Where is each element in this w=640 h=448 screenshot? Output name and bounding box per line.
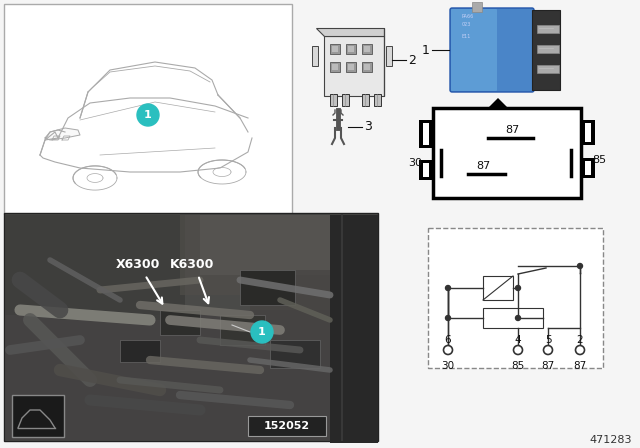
Circle shape	[515, 285, 520, 290]
Text: 1: 1	[258, 327, 266, 337]
Text: 87: 87	[476, 161, 490, 171]
Bar	[5, 310, 375, 440]
Text: 6: 6	[445, 335, 451, 345]
Bar	[419, 120, 433, 148]
Bar	[581, 158, 595, 178]
Circle shape	[444, 345, 452, 354]
Text: 2: 2	[408, 53, 416, 66]
Text: 87: 87	[573, 361, 587, 371]
Polygon shape	[316, 28, 384, 36]
Bar	[386, 46, 392, 66]
Text: 30: 30	[442, 361, 454, 371]
Text: 85: 85	[592, 155, 606, 165]
Bar	[250, 270, 350, 350]
Bar	[362, 62, 372, 72]
Circle shape	[445, 285, 451, 290]
Circle shape	[543, 345, 552, 354]
Bar	[483, 276, 513, 300]
Text: 5: 5	[545, 335, 551, 345]
Circle shape	[445, 315, 451, 320]
Bar	[12, 395, 64, 437]
Circle shape	[575, 345, 584, 354]
Bar	[532, 10, 560, 90]
Bar	[330, 62, 340, 72]
Text: E11: E11	[462, 34, 472, 39]
Bar	[433, 108, 581, 198]
Bar	[585, 161, 591, 175]
Circle shape	[137, 104, 159, 126]
FancyBboxPatch shape	[451, 9, 497, 91]
Bar	[180, 215, 375, 295]
Bar	[428, 228, 603, 368]
Bar	[472, 2, 482, 12]
Bar	[364, 46, 370, 52]
Bar	[537, 45, 559, 53]
Bar	[537, 65, 559, 73]
FancyBboxPatch shape	[450, 8, 534, 92]
Polygon shape	[45, 128, 80, 140]
Text: 471283: 471283	[589, 435, 632, 445]
Bar	[419, 160, 433, 180]
Text: PA66: PA66	[462, 14, 474, 19]
Text: 2: 2	[577, 335, 583, 345]
Text: 87: 87	[505, 125, 519, 135]
Text: 152052: 152052	[264, 421, 310, 431]
Circle shape	[515, 315, 520, 320]
Bar	[330, 215, 378, 443]
Bar	[160, 310, 200, 335]
Bar	[348, 64, 354, 70]
Bar	[581, 120, 595, 145]
Bar	[423, 163, 429, 177]
Circle shape	[251, 321, 273, 343]
Text: 023: 023	[462, 22, 472, 27]
Bar	[330, 94, 337, 106]
Circle shape	[577, 263, 582, 268]
Bar	[332, 64, 338, 70]
Text: 3: 3	[364, 121, 372, 134]
Bar	[240, 270, 295, 305]
Bar	[362, 94, 369, 106]
Bar	[585, 123, 591, 142]
Circle shape	[513, 345, 522, 354]
Bar	[312, 46, 318, 66]
Bar	[342, 94, 349, 106]
Bar	[483, 308, 543, 328]
Bar	[4, 4, 292, 214]
Bar	[332, 46, 338, 52]
Bar	[4, 213, 378, 441]
Bar	[330, 44, 340, 54]
Text: 1: 1	[422, 43, 430, 56]
Bar	[537, 25, 559, 33]
Bar	[60, 250, 160, 320]
Bar	[248, 416, 326, 436]
Text: X6300: X6300	[116, 258, 160, 271]
Text: 30: 30	[408, 158, 422, 168]
Text: 1: 1	[144, 110, 152, 120]
Text: K6300: K6300	[170, 258, 214, 271]
Polygon shape	[488, 98, 508, 108]
Bar	[346, 44, 356, 54]
Bar	[324, 36, 384, 96]
Text: 85: 85	[511, 361, 525, 371]
Bar	[364, 64, 370, 70]
Text: 87: 87	[541, 361, 555, 371]
Bar	[374, 94, 381, 106]
Bar	[270, 340, 320, 368]
Bar	[200, 215, 370, 275]
Bar	[362, 44, 372, 54]
Bar	[346, 62, 356, 72]
Bar	[423, 123, 429, 145]
Bar	[348, 46, 354, 52]
Bar	[5, 215, 185, 315]
Text: 4: 4	[515, 335, 522, 345]
Bar	[120, 340, 160, 362]
Bar	[220, 315, 265, 345]
